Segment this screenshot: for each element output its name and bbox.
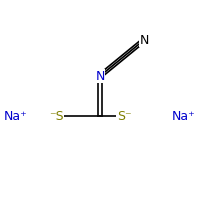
Text: N: N [139,33,149,46]
Text: Na⁺: Na⁺ [4,110,28,122]
Text: Na⁺: Na⁺ [172,110,196,122]
Text: N: N [95,70,105,82]
Text: ⁻S: ⁻S [49,110,63,122]
Text: S⁻: S⁻ [117,110,131,122]
